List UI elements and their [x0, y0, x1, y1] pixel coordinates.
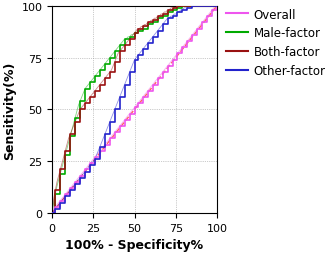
Legend: Overall, Male-factor, Both-factor, Other-factor: Overall, Male-factor, Both-factor, Other…	[226, 8, 325, 78]
Y-axis label: Sensitivity(%): Sensitivity(%)	[3, 61, 16, 159]
X-axis label: 100% - Specificity%: 100% - Specificity%	[65, 238, 204, 251]
